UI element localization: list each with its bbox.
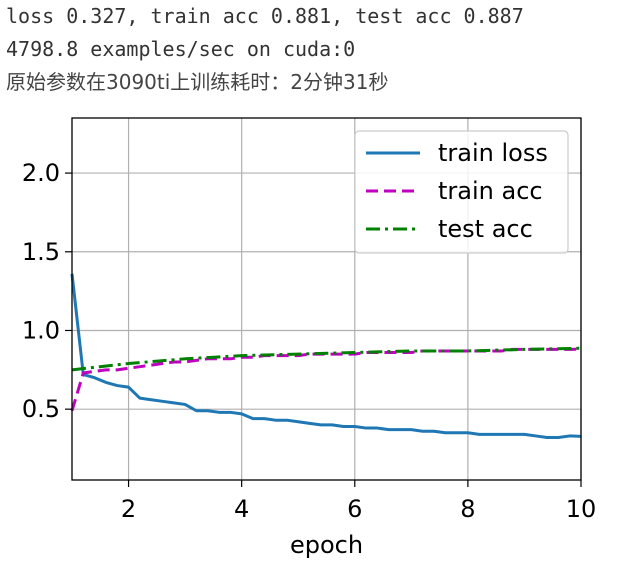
- legend-box: [354, 130, 569, 254]
- x-tick-label: 8: [460, 495, 475, 523]
- x-tick-label: 4: [234, 495, 249, 523]
- axis-ticks: 2 4 6 8 10 0.5 1.0 1.5 2.0: [22, 159, 596, 523]
- y-tick-label: 2.0: [22, 159, 60, 187]
- x-axis-label: epoch: [290, 531, 363, 559]
- series-line-test-acc: [71, 346, 582, 372]
- y-tick-label: 1.0: [22, 316, 60, 344]
- legend-label-test-acc: test acc: [438, 215, 533, 243]
- log-line-training-time: 原始参数在3090ti上训练耗时：2分钟31秒: [6, 70, 389, 94]
- log-line-metrics: loss 0.327, train acc 0.881, test acc 0.…: [6, 4, 524, 28]
- legend-label-train-loss: train loss: [438, 139, 548, 167]
- plot-frame: [71, 117, 582, 481]
- x-tick-label: 10: [566, 495, 597, 523]
- log-line-throughput: 4798.8 examples/sec on cuda:0: [6, 37, 356, 61]
- series-line-train-acc: [70, 347, 582, 412]
- y-tick-label: 1.5: [22, 238, 60, 266]
- legend: train loss train acc test acc: [354, 130, 569, 254]
- legend-label-train-acc: train acc: [438, 177, 543, 205]
- x-tick-label: 2: [121, 495, 136, 523]
- series-lines: [70, 273, 582, 439]
- series-line-train-loss: [70, 273, 582, 439]
- y-tick-label: 0.5: [22, 395, 60, 423]
- x-tick-label: 6: [347, 495, 362, 523]
